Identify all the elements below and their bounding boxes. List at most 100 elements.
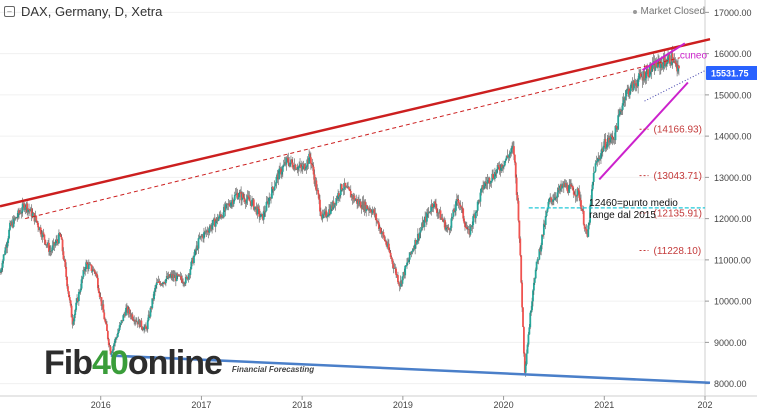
candle-body [27,208,29,212]
candle-body [276,173,279,177]
candle-body [668,55,671,64]
candle-body [445,226,447,230]
candle-body [186,277,189,280]
candle-body [436,212,439,214]
candle-body [591,181,594,190]
candle-body [263,210,266,213]
candle-body [215,217,218,222]
candle-body [533,278,536,283]
candle-body [652,61,655,63]
candle-body [82,269,85,278]
candle-body [269,197,272,199]
candle-body [199,235,202,238]
candle-body [192,258,194,264]
candle-body [251,199,253,206]
candle-body [112,346,115,351]
candle-body [494,171,496,179]
candle-body [148,314,151,317]
time-tick-label: 202 [697,400,712,410]
candle-body [134,320,136,322]
candle-body [497,165,500,167]
candle-body [573,194,576,196]
candle-body [619,110,621,115]
candle-body [348,187,350,190]
candle-body [480,188,483,193]
candle-body [455,198,458,202]
candle-body [582,210,585,225]
candle-body [372,209,375,211]
candle-body [320,215,323,219]
candle-body [446,227,449,229]
candle-body [261,214,264,220]
candle-body [70,305,73,318]
candle-body [487,177,490,180]
candle-body [319,211,322,216]
candle-body [360,207,363,209]
candle-body [275,176,278,184]
candle-body [517,200,520,221]
price-axis: 17000.00 16000.00 15000.00 14000.00 13000.00… [705,8,752,389]
candle-body [273,186,276,191]
candle-body [540,244,543,252]
candle-body [509,152,512,155]
collapse-icon[interactable]: – [4,6,15,17]
candle-body [93,269,96,272]
candle-body [216,217,219,221]
candle-body [245,199,248,204]
status-dot-icon [632,9,637,14]
candle-body [142,329,145,331]
candle-body [63,259,66,260]
candle-body [529,312,532,328]
candle-body [180,275,183,280]
candle-body [51,245,54,251]
candle-body [426,212,428,222]
candle-body [610,135,612,140]
candle-body [376,220,378,222]
candle-body [303,164,306,170]
candle-body [48,242,50,252]
candle-body [31,213,34,217]
candle-body [555,197,558,199]
candle-body [190,261,193,270]
candle-body [502,166,504,169]
candle-body [610,135,613,138]
candle-body [25,203,28,208]
candle-body [39,227,42,235]
candle-body [598,158,601,159]
candle-body [629,84,632,92]
candle-body [129,313,132,317]
candle-body [277,173,280,180]
candle-body [161,283,164,285]
candle-body [389,252,392,257]
candle-body [565,184,568,188]
candle-body [358,201,361,205]
candle-body [295,169,298,171]
candle-body [76,298,78,303]
candle-body [12,217,15,227]
candle-body [409,252,412,254]
time-tick-label: 2017 [191,400,211,410]
candle-body [527,334,530,345]
candle-body [225,203,228,205]
candle-body [282,164,285,167]
candle-body [227,203,230,205]
candle-body [155,282,158,286]
candle-body [97,288,100,293]
candle-body [474,215,476,219]
last-price-badge [706,65,757,80]
candle-body [609,139,611,143]
candle-body [11,221,14,227]
candle-body [616,127,619,130]
candle-body [568,185,571,193]
candle-body [64,259,67,267]
candle-body [315,180,318,191]
candle-body [350,194,353,198]
candle-body [384,239,387,242]
candle-body [438,210,441,214]
candle-body [244,201,247,204]
candle-body [310,163,313,166]
price-tick-label: 11000.00 [714,255,751,265]
brand-number: 40 [91,344,129,382]
candle-body [14,217,17,220]
candle-body [662,56,665,69]
